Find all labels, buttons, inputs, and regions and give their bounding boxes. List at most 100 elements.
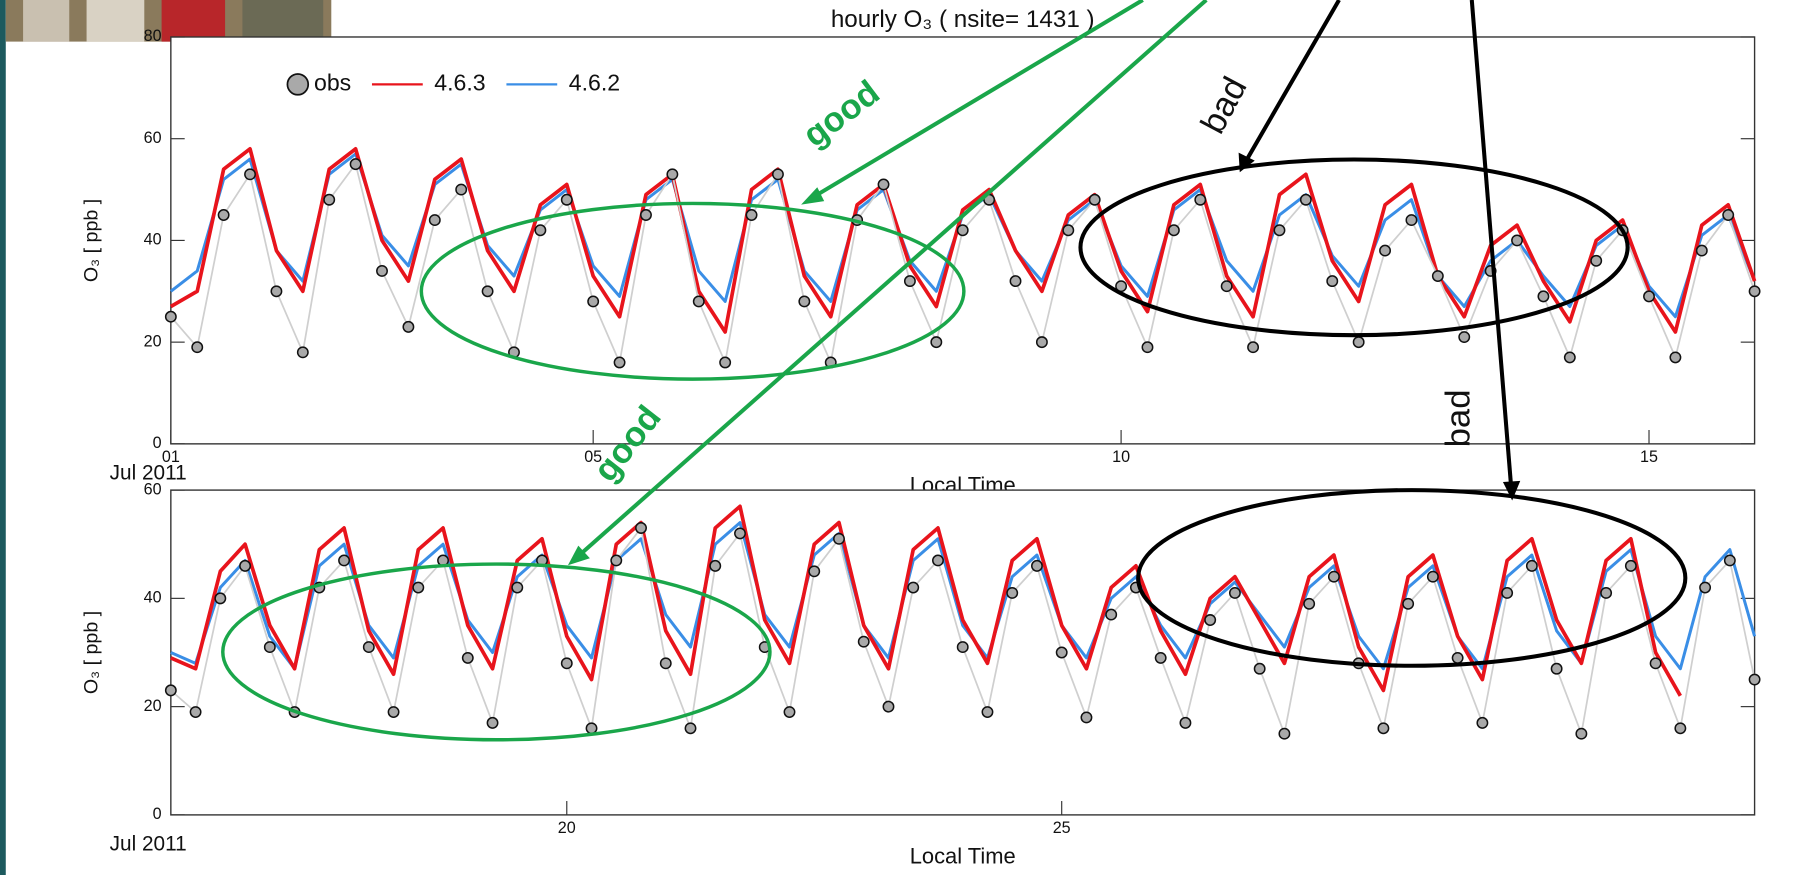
obs-marker (981, 706, 994, 718)
x-axis-label: Local Time (910, 843, 1016, 868)
obs-marker (1154, 651, 1167, 664)
obs-marker (1458, 331, 1471, 344)
obs-marker (1006, 586, 1019, 599)
obs-marker (455, 183, 468, 196)
obs-marker (263, 641, 276, 654)
obs-marker (640, 209, 652, 221)
highlight-ellipse (221, 562, 772, 742)
obs-marker (239, 559, 252, 572)
obs-marker (1600, 586, 1613, 599)
obs-marker (349, 158, 362, 171)
obs-marker (1327, 570, 1340, 583)
obs-marker (1009, 275, 1022, 288)
obs-marker (1575, 727, 1588, 740)
y-tick-label: 60 (144, 129, 162, 147)
obs-marker (362, 641, 375, 654)
obs-marker (1035, 336, 1048, 349)
obs-marker (1426, 570, 1439, 583)
obs-marker (270, 285, 283, 298)
legend-label: 4.6.3 (434, 69, 485, 95)
obs-marker (1194, 193, 1207, 206)
obs-marker (1723, 554, 1736, 567)
obs-marker (1563, 351, 1576, 364)
obs-marker (461, 651, 474, 664)
obs-marker (882, 700, 895, 713)
y-tick-label: 0 (153, 434, 162, 452)
obs-marker (1088, 193, 1101, 206)
obs-marker (412, 581, 425, 594)
obs-marker (481, 285, 494, 298)
obs-marker (719, 356, 732, 369)
obs-marker (1303, 597, 1316, 610)
obs-marker (486, 716, 499, 729)
obs-marker (1748, 673, 1761, 686)
x-tick-label: 05 (584, 448, 602, 466)
photo-thumbnail (5, 0, 332, 42)
obs-marker (1590, 254, 1603, 267)
obs-marker (1352, 336, 1365, 349)
obs-marker (1624, 559, 1637, 572)
model-line (170, 504, 1682, 697)
y-tick-label: 80 (144, 27, 162, 45)
obs-marker (1550, 662, 1563, 675)
obs-marker (956, 224, 969, 237)
obs-marker (1451, 651, 1464, 664)
obs-marker (798, 295, 811, 308)
legend-marker (286, 73, 310, 96)
highlight-ellipse (1136, 488, 1688, 668)
obs-marker (1669, 351, 1682, 364)
obs-marker (808, 565, 821, 578)
obs-marker (1062, 224, 1075, 237)
obs-marker (1228, 586, 1241, 599)
obs-marker (1141, 341, 1154, 354)
chart-title: hourly O₃ ( nsite= 1431 ) (831, 6, 1095, 33)
arrowhead (567, 545, 590, 566)
obs-marker (1643, 290, 1655, 303)
obs-marker (1167, 224, 1180, 237)
obs-marker (376, 264, 388, 277)
obs-marker (1722, 209, 1735, 221)
arrow (809, 0, 1144, 201)
obs-marker (1105, 608, 1118, 621)
obs-marker (956, 641, 969, 654)
obs-marker (1674, 722, 1687, 735)
obs-marker (1537, 290, 1550, 303)
y-axis-label: O₃ [ ppb ] (81, 199, 103, 282)
obs-marker (534, 224, 547, 237)
obs-marker (402, 320, 415, 333)
obs-marker (1402, 597, 1415, 610)
highlight-ellipse (419, 201, 966, 381)
obs-marker (659, 657, 672, 670)
obs-marker (1476, 716, 1489, 729)
obs-marker (214, 592, 227, 605)
arrowhead (801, 187, 825, 205)
obs-marker (907, 581, 920, 594)
y-tick-label: 60 (144, 480, 162, 498)
obs-marker (1247, 341, 1260, 354)
obs-marker (833, 532, 845, 545)
y-tick-label: 40 (144, 231, 162, 249)
obs-marker (585, 722, 598, 735)
y-tick-label: 40 (144, 589, 162, 607)
obs-marker (1299, 193, 1312, 206)
y-tick-label: 20 (144, 697, 162, 715)
obs-marker (903, 275, 916, 288)
obs-marker (1278, 727, 1291, 740)
y-axis-label: O₃ [ ppb ] (81, 611, 103, 694)
obs-marker (1253, 662, 1266, 675)
obs-marker (511, 581, 524, 594)
obs-marker (772, 168, 784, 181)
x-tick-label: 15 (1640, 448, 1658, 466)
obs-marker (1695, 244, 1708, 257)
obs-marker (666, 168, 679, 181)
obs-marker (1379, 244, 1391, 257)
legend-label: 4.6.2 (569, 69, 620, 95)
obs-marker (1431, 270, 1444, 282)
arrow (575, 0, 1208, 559)
obs-marker (783, 706, 796, 718)
obs-marker (734, 527, 746, 540)
obs-marker (323, 193, 336, 206)
annotation-overlay (221, 0, 1688, 742)
